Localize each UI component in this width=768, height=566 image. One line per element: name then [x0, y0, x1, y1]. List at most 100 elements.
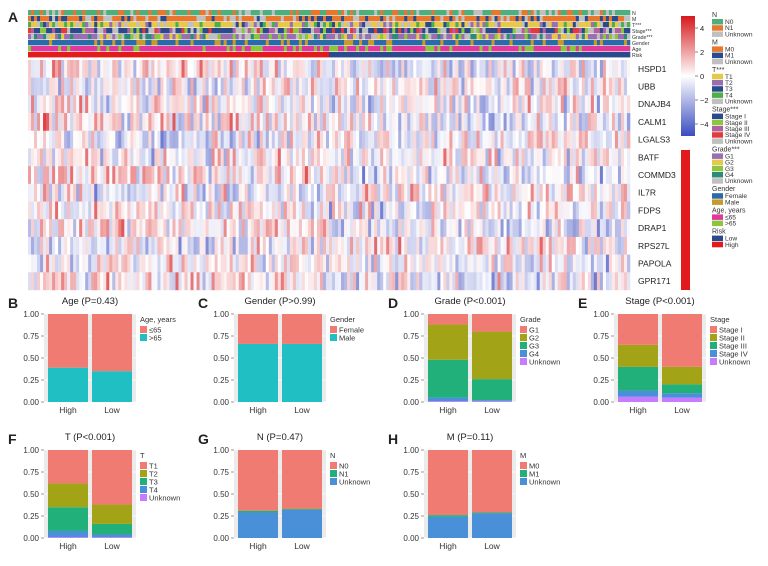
- annotation-cell: [49, 34, 53, 40]
- heatmap-cell: [533, 236, 537, 255]
- annotation-cell: [611, 40, 616, 46]
- annotation-row-3: [28, 28, 631, 34]
- heatmap-cell: [280, 183, 285, 202]
- heatmap-cell: [196, 166, 200, 185]
- annotation-cell: [88, 40, 92, 46]
- gene-label-gpr171: GPR171: [638, 276, 671, 286]
- annotation-cell: [73, 34, 77, 40]
- heatmap-cell: [509, 201, 513, 220]
- annotation-cell: [133, 16, 137, 22]
- legend-label: Stage II: [719, 333, 745, 342]
- annotation-cell: [208, 10, 212, 16]
- annotation-cell: [404, 46, 408, 52]
- annotation-row-2: [28, 22, 631, 28]
- heatmap-cell: [235, 95, 239, 114]
- heatmap-cell: [380, 95, 384, 114]
- annotation-cell: [398, 22, 402, 28]
- heatmap-cell: [205, 166, 209, 185]
- x-tick-label-high: High: [59, 541, 77, 551]
- heatmap-cell: [181, 166, 185, 185]
- annotation-cell: [446, 22, 450, 28]
- annotation-cell: [413, 34, 417, 40]
- annotation-cell: [268, 28, 273, 34]
- annotation-cell: [338, 16, 342, 22]
- heatmap-cell: [178, 95, 182, 114]
- heatmap-cell: [301, 60, 306, 78]
- annotation-cell: [289, 34, 294, 40]
- heatmap-cell: [283, 77, 288, 96]
- annotation-cell: [356, 16, 360, 22]
- annotation-cell: [422, 40, 426, 46]
- heatmap-cell: [97, 201, 101, 220]
- heatmap-cell: [521, 236, 525, 255]
- heatmap-cell: [247, 166, 252, 185]
- annotation-cell: [181, 22, 185, 28]
- heatmap-cell: [58, 60, 62, 78]
- heatmap-cell: [341, 130, 345, 149]
- annotation-cell: [133, 52, 137, 58]
- heatmap-cell: [307, 272, 312, 291]
- heatmap-cell: [91, 166, 95, 185]
- annotation-cell: [31, 10, 35, 16]
- annotation-cell: [413, 52, 417, 58]
- heatmap-cell: [100, 272, 104, 291]
- heatmap-cell: [488, 201, 492, 220]
- annotation-cell: [103, 34, 107, 40]
- heatmap-cell: [341, 166, 345, 185]
- heatmap-cell: [404, 219, 408, 238]
- annotation-cell: [226, 46, 230, 52]
- annotation-cell: [61, 40, 65, 46]
- panel-e: E Stage (P<0.001)0.000.250.500.751.00High…: [578, 295, 750, 415]
- annotation-cell: [280, 10, 285, 16]
- annotation-cell: [365, 52, 369, 58]
- annotation-cell: [199, 28, 203, 34]
- heatmap-cell: [166, 236, 170, 255]
- annotation-cell: [202, 10, 206, 16]
- color-scale-label: 0: [700, 72, 704, 81]
- annotation-cell: [268, 22, 273, 28]
- bar-segment-high-3: [48, 483, 88, 508]
- heatmap-cell: [91, 219, 95, 238]
- heatmap-cell: [440, 254, 444, 273]
- heatmap-cell: [298, 166, 303, 185]
- annotation-cell: [605, 40, 610, 46]
- heatmap-cell: [491, 183, 495, 202]
- heatmap-cell: [368, 148, 372, 167]
- annotation-cell: [226, 52, 230, 58]
- heatmap-cell: [40, 201, 44, 220]
- heatmap-cell: [295, 60, 300, 78]
- heatmap-cell: [109, 113, 113, 131]
- heatmap-cell: [539, 272, 544, 291]
- heatmap-cell: [181, 95, 185, 114]
- heatmap-cell: [202, 272, 206, 291]
- annotation-cell: [392, 10, 396, 16]
- heatmap-cell: [332, 254, 336, 273]
- heatmap-cell: [148, 77, 152, 96]
- annotation-cell: [304, 22, 309, 28]
- heatmap-cell: [253, 272, 258, 291]
- heatmap-cell: [247, 236, 252, 255]
- y-tick-label: 0.75: [593, 332, 609, 341]
- annotation-cell: [88, 34, 92, 40]
- y-tick-label: 0.75: [213, 332, 229, 341]
- heatmap-cell: [175, 201, 179, 220]
- heatmap-cell: [97, 219, 101, 238]
- annotation-cell: [82, 16, 86, 22]
- heatmap-cell: [428, 148, 432, 167]
- heatmap-cell: [244, 77, 249, 96]
- annotation-cell: [160, 34, 164, 40]
- heatmap-cell: [620, 95, 625, 114]
- heatmap-cell: [533, 272, 537, 291]
- heatmap-cell: [61, 130, 65, 149]
- annotation-cell: [259, 52, 264, 58]
- heatmap-cell: [178, 166, 182, 185]
- heatmap-cell: [220, 148, 224, 167]
- gene-label-hspd1: HSPD1: [638, 64, 667, 74]
- annotation-cell: [416, 34, 420, 40]
- heatmap-cell: [386, 113, 390, 131]
- heatmap-cell: [365, 183, 369, 202]
- annotation-cell: [476, 10, 480, 16]
- annotation-cell: [338, 10, 342, 16]
- heatmap-cell: [488, 95, 492, 114]
- heatmap-cell: [184, 113, 188, 131]
